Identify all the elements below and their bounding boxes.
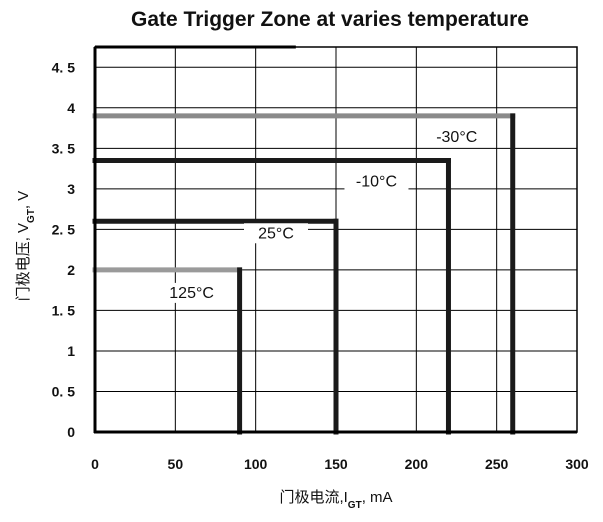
series-label: 125°C — [169, 285, 214, 302]
series-label-bg — [344, 171, 409, 192]
series-label: -10°C — [356, 173, 397, 190]
x-tick-label: 200 — [405, 456, 429, 472]
x-tick-label: 250 — [485, 456, 509, 472]
y-tick-label: 3 — [67, 181, 75, 197]
y-axis-ticks: 0 0. 5 1 1. 5 2 2. 5 3 3. 5 4 4. 5 — [52, 59, 76, 440]
y-tick-label: 0. 5 — [52, 383, 76, 399]
series-label-bg — [424, 126, 489, 147]
x-tick-label: 100 — [244, 456, 268, 472]
x-axis-label: 门极电流,IGT, mA — [279, 489, 392, 511]
y-tick-label: 2 — [67, 262, 75, 278]
series-label: 25°C — [258, 225, 294, 242]
series-labels: 125°C 25°C -10°C -30°C — [159, 126, 489, 303]
y-tick-label: 1 — [67, 343, 75, 359]
x-tick-label: 0 — [91, 456, 99, 472]
y-tick-label: 2. 5 — [52, 221, 76, 237]
series-label-bg — [244, 223, 308, 244]
y-tick-label: 3. 5 — [52, 140, 76, 156]
y-tick-label: 4. 5 — [52, 59, 76, 75]
y-tick-label: 1. 5 — [52, 302, 76, 318]
x-tick-label: 50 — [168, 456, 184, 472]
y-tick-label: 0 — [67, 424, 75, 440]
y-tick-label: 4 — [67, 100, 75, 116]
series-label-bg — [159, 282, 224, 303]
chart-title: Gate Trigger Zone at varies temperature — [131, 8, 529, 31]
plot-frame — [93, 45, 578, 434]
series-group — [92, 113, 516, 435]
x-tick-label: 150 — [324, 456, 348, 472]
y-axis-label: 门极电压, VGT, V — [15, 191, 37, 302]
x-axis-ticks: 0 50 100 150 200 250 300 — [91, 456, 589, 472]
series-label: -30°C — [436, 129, 477, 146]
x-tick-label: 300 — [565, 456, 589, 472]
